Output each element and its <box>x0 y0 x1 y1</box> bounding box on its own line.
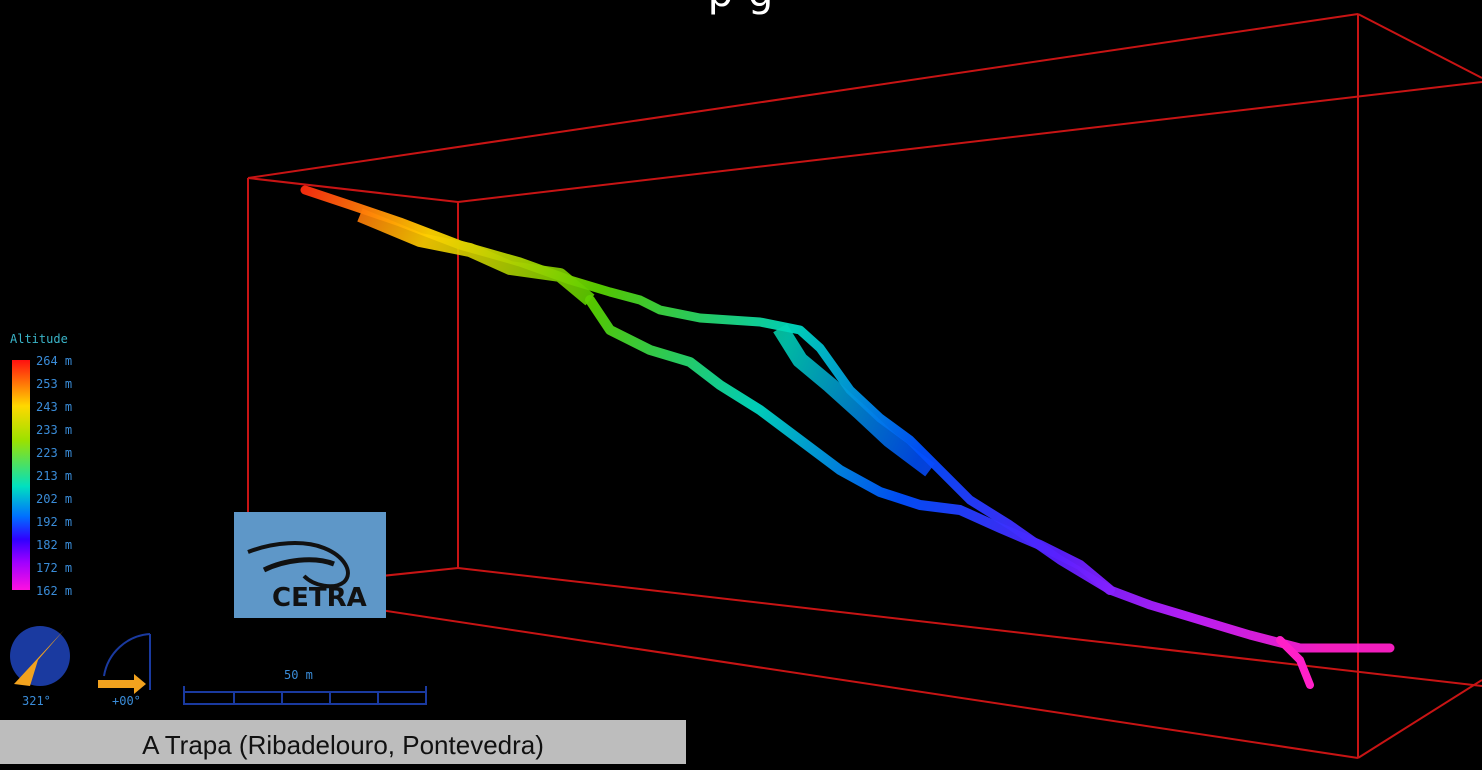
legend-level: 172 m <box>36 561 73 575</box>
legend-level: 233 m <box>36 423 73 437</box>
legend-level: 223 m <box>36 446 73 460</box>
tilt-indicator-icon <box>98 633 151 694</box>
legend-level: 202 m <box>36 492 73 506</box>
scale-bar-label: 50 m <box>284 668 313 682</box>
caption-bar: A Trapa (Ribadelouro, Pontevedra) <box>0 720 686 764</box>
logo-text: CETRA <box>272 583 367 613</box>
legend-level: 192 m <box>36 515 73 529</box>
legend-level: 253 m <box>36 377 73 391</box>
legend-level: 243 m <box>36 400 73 414</box>
legend-level: 162 m <box>36 584 73 598</box>
scale-bar <box>183 686 427 705</box>
tilt-label: +00° <box>112 694 141 708</box>
compass-icon <box>10 626 70 686</box>
cave-survey <box>300 185 1395 689</box>
compass-heading-label: 321° <box>22 694 51 708</box>
legend-color-bar <box>12 360 30 590</box>
title-fragment: p g <box>0 0 1482 16</box>
legend-level: 213 m <box>36 469 73 483</box>
legend-level: 182 m <box>36 538 73 552</box>
legend-level: 264 m <box>36 354 73 368</box>
legend-title: Altitude <box>10 332 68 346</box>
cetra-logo: CETRA <box>234 512 386 618</box>
